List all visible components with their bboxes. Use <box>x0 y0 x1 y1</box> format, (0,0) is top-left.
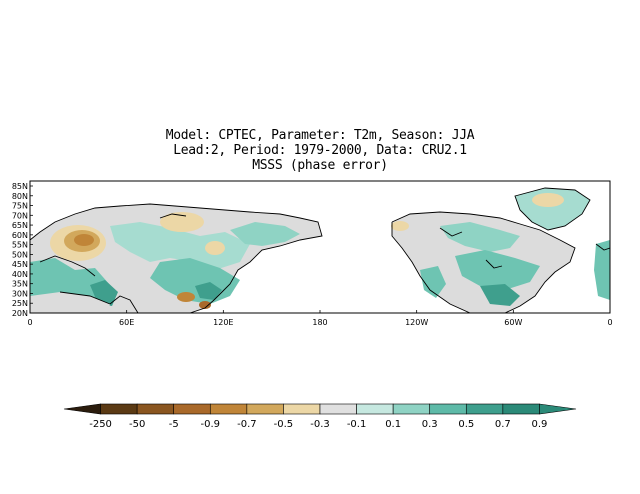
warm-anomaly-siberia <box>160 212 204 232</box>
colorbar-label: -0.1 <box>347 419 367 430</box>
lat-tick-label: 35N <box>12 280 28 289</box>
eurasia-teal-2 <box>30 258 110 304</box>
longitude-axis: 0 60E 120E 180 120W 60W 0 <box>27 310 613 327</box>
coastlines <box>30 187 610 313</box>
latitude-axis: 85N80N75N70N65N60N55N50N45N40N35N30N25N2… <box>12 182 33 318</box>
warm-anomaly-greenland <box>532 193 564 207</box>
eurasia-teal-6 <box>230 222 300 246</box>
colorbar-label: -250 <box>89 419 112 430</box>
lon-tick-label: 60W <box>504 318 522 327</box>
colorbar-label: 0.5 <box>458 419 474 430</box>
na-teal-4 <box>420 266 446 298</box>
europe-west-edge <box>594 240 610 300</box>
eurasia-teal-1 <box>110 222 250 270</box>
colorbar-box <box>502 403 540 415</box>
colorbar-box <box>465 403 504 415</box>
lon-tick-label: 180 <box>312 318 327 327</box>
colorbar-box <box>136 403 175 415</box>
title-line-1: Model: CPTEC, Parameter: T2m, Season: JJ… <box>165 128 475 143</box>
colorbar-label: 0.9 <box>531 419 547 430</box>
colorbar-label: 0.1 <box>385 419 401 430</box>
lat-tick-label: 70N <box>12 211 28 220</box>
lat-tick-label: 85N <box>12 182 28 191</box>
colorbar-box <box>209 403 248 415</box>
lat-tick-label: 80N <box>12 192 28 201</box>
lat-tick-label: 30N <box>12 289 28 298</box>
na-teal-2 <box>455 250 540 290</box>
lat-tick-label: 25N <box>12 299 28 308</box>
lat-tick-label: 65N <box>12 221 28 230</box>
na-teal-3 <box>480 284 520 306</box>
lat-tick-label: 40N <box>12 270 28 279</box>
map-field <box>30 181 610 313</box>
lon-tick-label: 0 <box>607 318 612 327</box>
colorbar-box <box>173 403 211 415</box>
colorbar-label: 0.3 <box>422 419 438 430</box>
lat-tick-label: 75N <box>12 202 28 211</box>
warm-anomaly-alaska <box>391 221 409 231</box>
colorbar-label: 0.7 <box>495 419 511 430</box>
warm-anomaly-india <box>177 292 195 302</box>
eurasia-teal-5 <box>195 282 222 300</box>
colorbar-label: -0.7 <box>237 419 257 430</box>
colorbar-box <box>100 403 138 415</box>
colorbar-label: -50 <box>129 419 145 430</box>
africa-land <box>30 292 110 313</box>
lat-tick-label: 50N <box>12 250 28 259</box>
colorbar-label: -0.9 <box>201 419 221 430</box>
colorbar-box <box>63 403 101 415</box>
colorbar-box <box>319 403 357 415</box>
na-teal-1 <box>440 222 520 252</box>
colorbar-label: -0.3 <box>310 419 330 430</box>
colorbar-label: -5 <box>169 419 179 430</box>
lon-tick-label: 0 <box>27 318 32 327</box>
colorbar-box <box>429 403 467 415</box>
lon-tick-label: 120W <box>405 318 428 327</box>
plot-title: Model: CPTEC, Parameter: T2m, Season: JJ… <box>0 128 640 173</box>
warm-anomaly-india-2 <box>199 301 211 309</box>
warm-anomaly-central-asia <box>205 241 225 255</box>
warm-anomaly-europe-center <box>74 234 94 246</box>
lon-tick-label: 120E <box>213 318 233 327</box>
lon-tick-label: 60E <box>119 318 134 327</box>
colorbar-box <box>539 403 577 415</box>
title-line-2: Lead:2, Period: 1979-2000, Data: CRU2.1 <box>173 143 467 158</box>
lat-tick-label: 60N <box>12 231 28 240</box>
colorbar-box <box>392 403 431 415</box>
lat-tick-label: 20N <box>12 309 28 318</box>
lat-tick-label: 45N <box>12 260 28 269</box>
lat-tick-label: 55N <box>12 241 28 250</box>
title-line-3: MSSS (phase error) <box>252 158 388 173</box>
colorbar-box <box>283 403 321 415</box>
colorbar-label: -0.5 <box>274 419 294 430</box>
colorbar-box <box>356 403 394 415</box>
colorbar-box <box>246 403 284 415</box>
